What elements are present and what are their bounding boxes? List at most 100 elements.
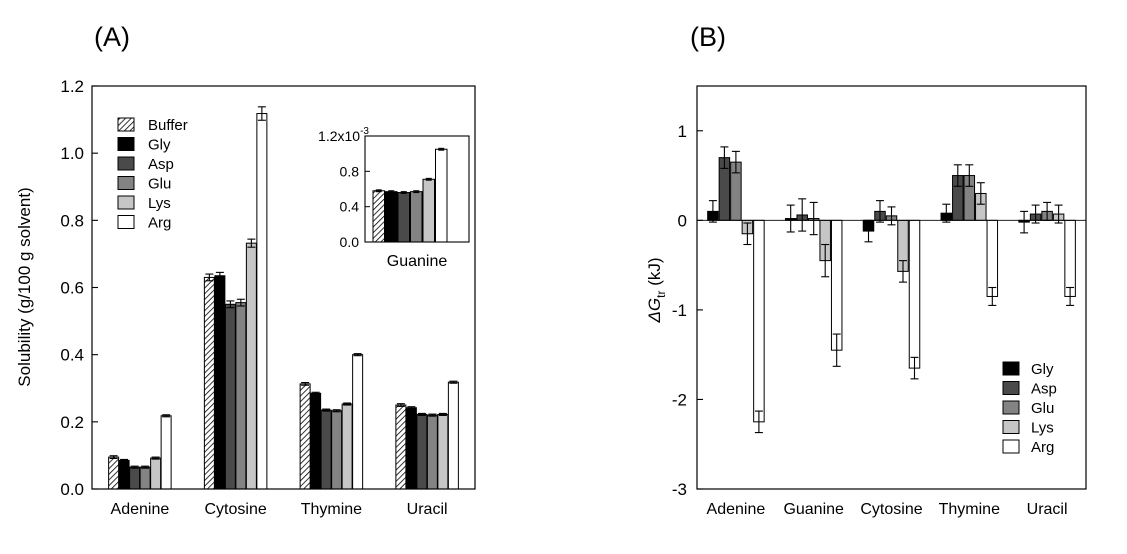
panel-a-bar-adenine-asp [129, 466, 141, 490]
panel-a-legend-label-buffer: Buffer [148, 117, 188, 134]
inset-y-ticks: 0.0 0.4 0.8 1.2x10-3 [318, 126, 370, 250]
panel-a-legend-label-gly: Gly [148, 137, 171, 154]
panel-b-legend-label-glu: Glu [1031, 400, 1054, 417]
panel-b-legend-swatch-arg [1002, 439, 1020, 454]
panel-b-y-label-symbol: ΔG [645, 298, 664, 324]
inset-bar-gly [385, 191, 398, 243]
panel-a-bar-thymine-gly [310, 392, 322, 490]
panel-a-legend-swatch-asp [117, 156, 135, 171]
panel-a-legend-swatch-arg [117, 215, 135, 229]
panel-b-bar-uracil-arg [1064, 219, 1076, 297]
panel-b-legend-label-arg: Arg [1031, 439, 1054, 456]
panel-a-legend-label-asp: Asp [148, 156, 174, 173]
panel-a-bar-cytosine-lys [245, 242, 257, 490]
inset-frame [364, 135, 470, 243]
panel-a-bar-thymine-glu [331, 410, 343, 490]
panel-a-bar-uracil-gly [405, 407, 417, 490]
panel-a-bar-uracil-asp [416, 413, 428, 490]
inset-bars [372, 147, 448, 243]
panel-a-label: (A) [94, 22, 130, 52]
panel-a-legend: Buffer Gly Asp Glu Lys Arg [117, 117, 188, 232]
panel-b-y-label-subscript: tr [654, 291, 668, 298]
panel-b-y-axis-label: ΔGtr (kJ) [645, 257, 668, 323]
inset-y-tick-label: 1.2x10-3 [318, 126, 369, 144]
panel-a-y-tick-label: 0.4 [60, 346, 84, 365]
panel-a-y-tick-label: 0.6 [60, 279, 84, 298]
panel-a-chart: (A) Solubility (g/100 g solvent) 0.00.20… [15, 22, 476, 518]
panel-a-legend-swatch-lys [117, 195, 135, 210]
inset-bar-lys [422, 178, 435, 243]
panel-a-y-ticks: 0.0 0.2 0.4 0.6 0.8 1.0 1.2 [60, 77, 98, 499]
panel-b-category-adenine: Adenine [707, 501, 766, 518]
panel-b-y-ticks: -3 -2 -1 0 1 [672, 122, 703, 499]
inset-y-tick-exponent: -3 [360, 126, 369, 137]
inset-y-tick-label: 0.8 [340, 163, 360, 179]
panel-b-bar-cytosine-arg [908, 219, 921, 369]
panel-b-legend-label-gly: Gly [1031, 361, 1054, 378]
panel-a-legend-swatch-glu [117, 176, 135, 190]
panel-a-legend-swatch-buffer [117, 117, 135, 132]
panel-b-plot-frame [696, 85, 1087, 490]
panel-a-bar-cytosine-asp [224, 303, 236, 490]
panel-a-legend-label-lys: Lys [148, 195, 171, 212]
panel-a-bar-uracil-arg [447, 381, 459, 490]
panel-b-y-label-unit: (kJ) [645, 257, 664, 290]
panel-a-bar-thymine-buffer [299, 383, 311, 490]
panel-b-legend-swatch-glu [1002, 400, 1020, 415]
panel-a-category-labels: Adenine Cytosine Thymine Uracil [111, 501, 448, 518]
panel-b-legend-swatch-gly [1002, 361, 1020, 376]
panel-b-y-tick-label: -1 [672, 301, 687, 320]
panel-b-category-thymine: Thymine [939, 501, 1000, 518]
panel-b-label: (B) [690, 22, 726, 52]
panel-b-legend-swatch-asp [1002, 381, 1020, 395]
panel-b-y-tick-label: -2 [672, 390, 687, 409]
panel-b-bars [707, 146, 1076, 434]
panel-b-category-uracil: Uracil [1027, 501, 1068, 518]
panel-b-chart: (B) ΔGtr (kJ) -3 -2 -1 0 1 Adenine Guanine Cyt… [645, 22, 1087, 518]
panel-a-bar-cytosine-gly [214, 275, 226, 490]
inset-bar-asp [397, 192, 410, 243]
panel-b-y-tick-label: 1 [678, 122, 687, 141]
panel-a-legend-label-glu: Glu [148, 176, 171, 193]
panel-a-bar-adenine-buffer [108, 456, 120, 490]
inset-bar-arg [435, 148, 448, 243]
panel-a-bar-uracil-glu [426, 414, 438, 490]
panel-a-y-axis-label: Solubility (g/100 g solvent) [15, 187, 34, 386]
panel-b-category-labels: Adenine Guanine Cytosine Thymine Uracil [707, 501, 1068, 518]
panel-a-y-tick-label: 0.0 [60, 480, 84, 499]
inset-bar-glu [410, 191, 423, 243]
panel-a-bar-adenine-gly [118, 459, 130, 490]
panel-a-bar-uracil-lys [437, 413, 449, 490]
panel-a-category-cytosine: Cytosine [205, 501, 267, 518]
panel-b-y-tick-label: -3 [672, 480, 687, 499]
panel-a-bar-adenine-glu [139, 466, 151, 490]
panel-b-bar-guanine-arg [830, 219, 843, 351]
inset-category-label: Guanine [387, 253, 448, 270]
panel-a-bar-thymine-lys [341, 403, 353, 490]
panel-a-y-tick-label: 1.2 [60, 77, 84, 96]
panel-a-category-uracil: Uracil [407, 501, 448, 518]
panel-a-legend-swatch-gly [117, 137, 135, 151]
panel-a-bar-thymine-asp [320, 409, 332, 490]
panel-a-bar-cytosine-glu [235, 302, 247, 490]
panel-a-bar-thymine-arg [352, 354, 364, 490]
panel-a-y-tick-label: 0.8 [60, 211, 84, 230]
panel-a-y-tick-label: 0.2 [60, 413, 84, 432]
panel-a-bar-adenine-arg [160, 415, 172, 490]
panel-a-bar-adenine-lys [150, 457, 162, 490]
panel-b-legend: Gly Asp Glu Lys Arg [1002, 361, 1057, 456]
panel-a-bar-uracil-buffer [395, 404, 407, 490]
panel-b-category-guanine: Guanine [783, 501, 844, 518]
panel-b-y-tick-label: 0 [678, 211, 687, 230]
panel-a-bar-cytosine-buffer [203, 276, 215, 490]
panel-a-y-tick-label: 1.0 [60, 144, 84, 163]
panel-a-bar-cytosine-arg [256, 113, 268, 490]
guanine-inset: 0.0 0.4 0.8 1.2x10-3 Guanine [318, 126, 470, 270]
panel-a-legend-label-arg: Arg [148, 215, 171, 232]
inset-y-tick-label: 0.0 [340, 234, 360, 250]
inset-y-tick-label: 0.4 [340, 199, 360, 215]
inset-bar-buffer [372, 190, 385, 243]
panel-b-bar-adenine-arg [753, 219, 765, 423]
panel-a-category-adenine: Adenine [111, 501, 170, 518]
